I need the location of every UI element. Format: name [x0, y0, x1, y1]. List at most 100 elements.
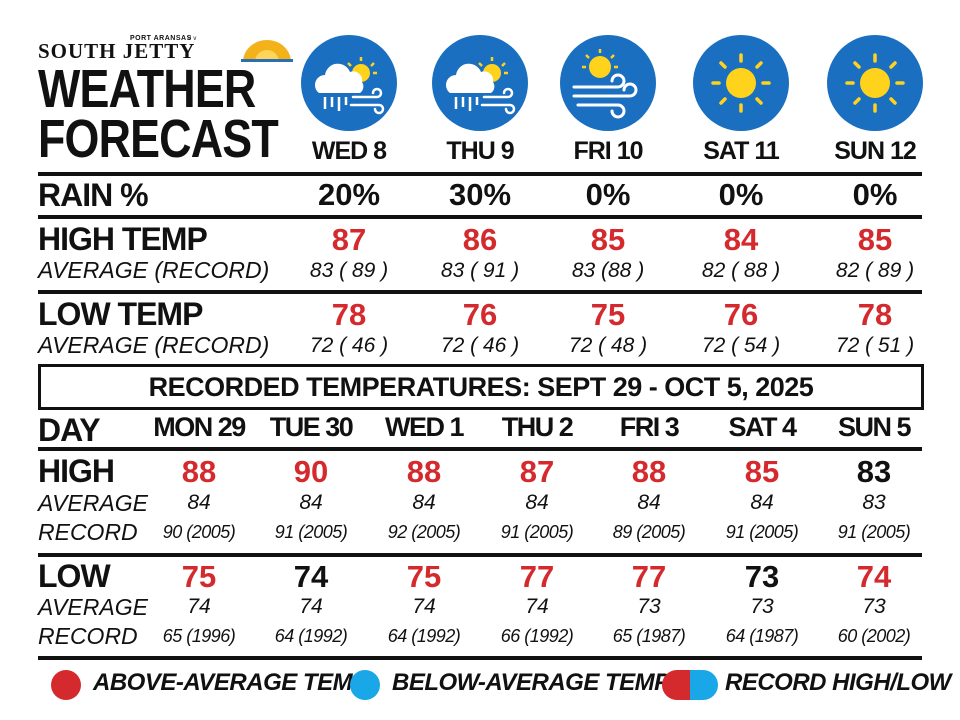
title-line-2: FORECAST — [38, 109, 279, 169]
high-temp-value: 84 — [723, 222, 759, 257]
recorded-high-average: 84 — [299, 491, 323, 514]
recorded-low-value: 74 — [293, 559, 329, 594]
legend-above-average: ABOVE-AVERAGE TEMP — [93, 669, 368, 696]
sunrise-icon — [241, 40, 293, 62]
high-temp-value: 86 — [462, 222, 498, 257]
high-avg-record: 83 (88 ) — [571, 259, 645, 282]
recorded-low-value: 74 — [856, 559, 892, 594]
record-high-low-icon — [662, 670, 718, 700]
recorded-high-record: 92 (2005) — [387, 522, 461, 542]
forecast-day: FRI 10 — [573, 137, 643, 165]
recorded-high-value: 88 — [406, 454, 442, 489]
recorded-low-record: 60 (2002) — [837, 626, 911, 646]
low-avg-record: 72 ( 46 ) — [440, 334, 520, 357]
high-avg-record: 83 ( 91 ) — [440, 259, 520, 282]
recorded-high-average: 84 — [525, 491, 549, 514]
recorded-low-average: 74 — [412, 595, 436, 618]
logo-small-text: PORT ARANSAS — [130, 35, 192, 42]
recorded-low-average: 73 — [637, 595, 661, 618]
high-avg-record: 82 ( 89 ) — [835, 259, 915, 282]
rain-value: 0% — [852, 177, 898, 212]
recorded-high-record: 91 (2005) — [274, 522, 348, 542]
recorded-low-record: 66 (1992) — [500, 626, 574, 646]
recorded-high-value: 85 — [744, 454, 780, 489]
high-temp-value: 87 — [331, 222, 367, 257]
sun-wind-icon — [560, 35, 656, 131]
high-temp-value: 85 — [857, 222, 893, 257]
logo-name: SOUTH JETTY — [38, 39, 196, 63]
recorded-day: WED 1 — [384, 412, 465, 442]
recorded-high-record: 91 (2005) — [500, 522, 574, 542]
recorded-temperatures-banner: RECORDED TEMPERATURES: SEPT 29 - OCT 5, … — [38, 364, 924, 410]
sun-icon — [693, 35, 789, 131]
rain-value: 0% — [718, 177, 764, 212]
high-avg-record: 83 ( 89 ) — [309, 259, 389, 282]
recorded-high-value: 88 — [631, 454, 667, 489]
recorded-low-average: 74 — [187, 595, 211, 618]
rain-cloud-sun-wind-icon — [301, 35, 397, 131]
low-temp-value: 78 — [331, 297, 367, 332]
recorded-day: TUE 30 — [269, 412, 354, 442]
recorded-high-average: 83 — [862, 491, 886, 514]
recorded-high-value: 90 — [293, 454, 329, 489]
recorded-high-record: 89 (2005) — [612, 522, 686, 542]
recorded-high-average-label: AVERAGE — [38, 490, 148, 516]
legend-below-average: BELOW-AVERAGE TEMP — [392, 669, 670, 696]
divider — [38, 553, 922, 557]
south-jetty-logo: PORT ARANSAS SOUTH JETTY ᵛ ᵛ — [38, 34, 293, 63]
low-avg-record: 72 ( 51 ) — [835, 334, 915, 357]
high-temp-value: 85 — [590, 222, 626, 257]
recorded-high-value: 88 — [181, 454, 217, 489]
title-line-1: WEATHER — [38, 59, 256, 119]
recorded-low-average: 73 — [862, 595, 886, 618]
high-avg-record: 82 ( 88 ) — [701, 259, 781, 282]
recorded-high-record: 91 (2005) — [725, 522, 799, 542]
recorded-day: FRI 3 — [619, 412, 680, 442]
recorded-low-record: 65 (1996) — [162, 626, 236, 646]
divider — [38, 290, 922, 294]
recorded-high-record-label: RECORD — [38, 519, 138, 545]
low-temp-value: 78 — [857, 297, 893, 332]
low-temp-value: 75 — [590, 297, 626, 332]
recorded-low-record: 64 (1992) — [274, 626, 348, 646]
recorded-day: SUN 5 — [837, 412, 912, 442]
legend-record-high-low: RECORD HIGH/LOW — [725, 669, 951, 696]
recorded-low-record: 64 (1987) — [725, 626, 799, 646]
recorded-low-value: 77 — [519, 559, 555, 594]
recorded-low-record: 64 (1992) — [387, 626, 461, 646]
high-temp-label: HIGH TEMP — [38, 221, 208, 257]
divider — [38, 172, 922, 176]
recorded-low-label: LOW — [38, 558, 111, 594]
divider — [38, 215, 922, 219]
recorded-day: SAT 4 — [728, 412, 797, 442]
above-average-dot-icon — [51, 670, 81, 700]
recorded-low-record-label: RECORD — [38, 623, 138, 649]
seagull-icon: ᵛ ᵛ — [188, 34, 197, 44]
forecast-day: THU 9 — [446, 137, 514, 165]
recorded-day: MON 29 — [153, 412, 246, 442]
divider — [38, 447, 922, 451]
recorded-high-value: 87 — [519, 454, 555, 489]
high-temp-sublabel: AVERAGE (RECORD) — [38, 257, 270, 283]
recorded-high-average: 84 — [187, 491, 211, 514]
recorded-low-average-label: AVERAGE — [38, 594, 148, 620]
rain-cloud-sun-wind-icon — [432, 35, 528, 131]
recorded-low-value: 75 — [181, 559, 217, 594]
recorded-low-value: 73 — [744, 559, 780, 594]
recorded-low-value: 75 — [406, 559, 442, 594]
recorded-low-average: 74 — [299, 595, 323, 618]
recorded-high-average: 84 — [637, 491, 661, 514]
low-temp-value: 76 — [723, 297, 759, 332]
low-avg-record: 72 ( 46 ) — [309, 334, 389, 357]
recorded-high-average: 84 — [750, 491, 774, 514]
recorded-day: THU 2 — [501, 412, 574, 442]
divider — [38, 656, 922, 660]
recorded-high-value: 83 — [856, 454, 892, 489]
recorded-high-label: HIGH — [38, 453, 115, 489]
rain-value: 30% — [448, 177, 512, 212]
day-label: DAY — [38, 412, 101, 448]
recorded-low-value: 77 — [631, 559, 667, 594]
recorded-high-average: 84 — [412, 491, 436, 514]
low-avg-record: 72 ( 54 ) — [701, 334, 781, 357]
sun-icon — [827, 35, 923, 131]
